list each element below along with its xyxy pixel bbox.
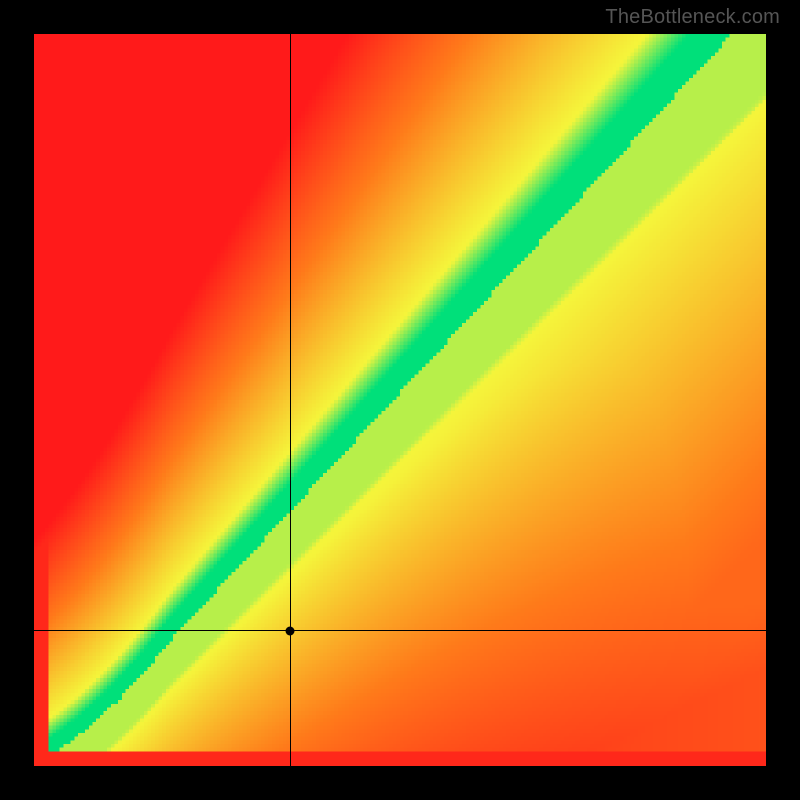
crosshair-vertical — [290, 34, 291, 766]
heatmap-canvas — [34, 34, 766, 766]
crosshair-horizontal — [34, 630, 766, 631]
bottleneck-heatmap-plot — [34, 34, 766, 766]
watermark-text: TheBottleneck.com — [605, 6, 780, 29]
marker-dot — [286, 626, 295, 635]
